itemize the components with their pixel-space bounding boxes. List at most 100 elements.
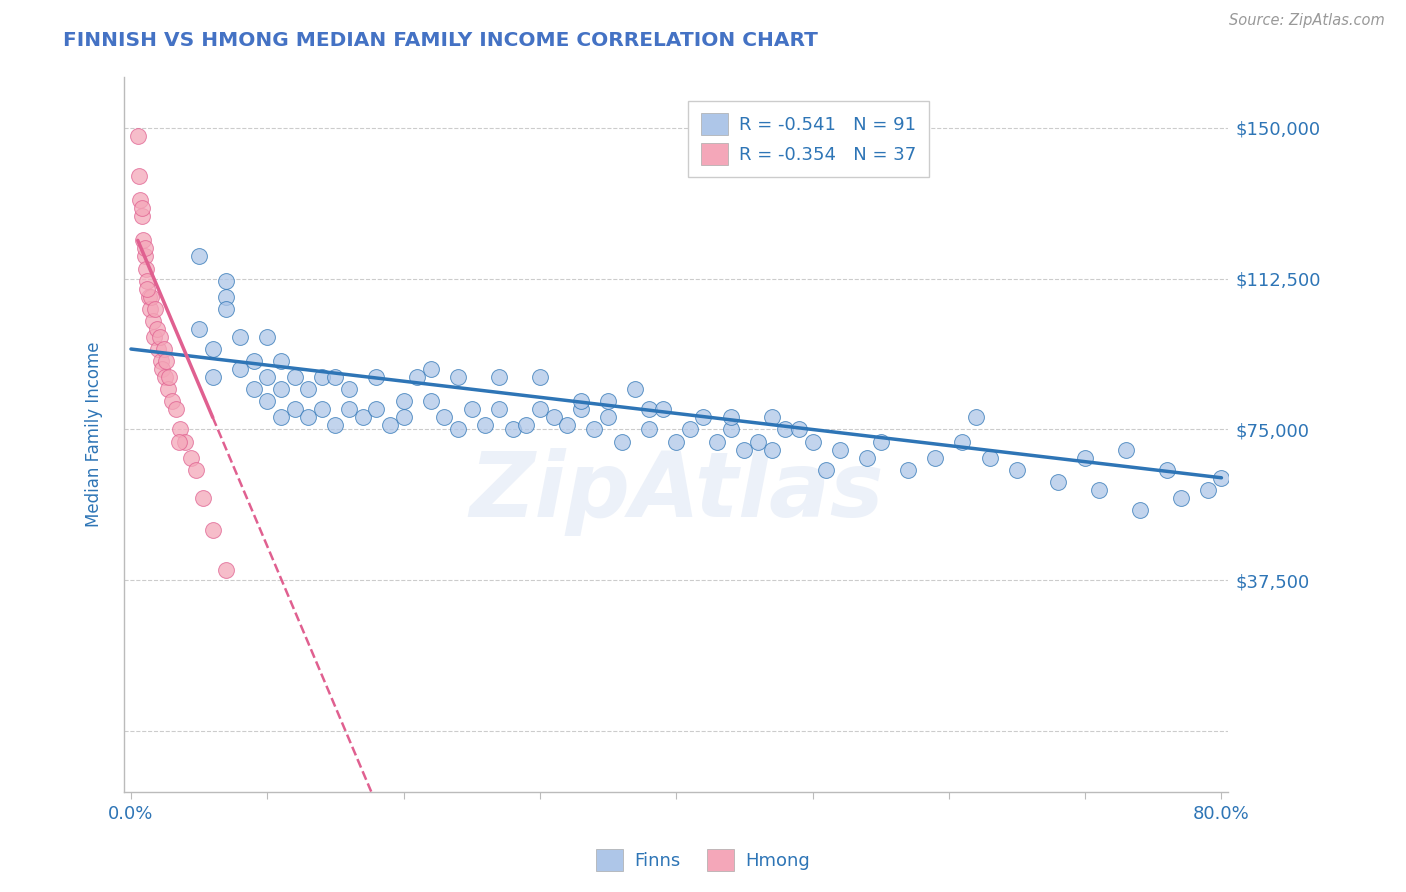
- Point: [378, 418, 401, 433]
- Point: [256, 330, 278, 344]
- Point: [733, 442, 755, 457]
- Point: [201, 523, 224, 537]
- Point: [869, 434, 891, 449]
- Point: [156, 382, 179, 396]
- Point: [136, 274, 159, 288]
- Point: [569, 394, 592, 409]
- Point: [529, 402, 551, 417]
- Point: [651, 402, 673, 417]
- Point: [337, 382, 360, 396]
- Point: [488, 370, 510, 384]
- Point: [150, 362, 173, 376]
- Point: [127, 128, 149, 143]
- Point: [761, 442, 783, 457]
- Point: [337, 402, 360, 417]
- Point: [596, 394, 619, 409]
- Point: [924, 450, 946, 465]
- Legend: R = -0.541   N = 91, R = -0.354   N = 37: R = -0.541 N = 91, R = -0.354 N = 37: [689, 101, 929, 178]
- Point: [720, 410, 742, 425]
- Point: [555, 418, 578, 433]
- Point: [392, 410, 415, 425]
- Point: [180, 450, 202, 465]
- Point: [897, 463, 920, 477]
- Point: [229, 362, 252, 376]
- Point: [256, 394, 278, 409]
- Point: [132, 233, 155, 247]
- Point: [433, 410, 456, 425]
- Point: [135, 261, 157, 276]
- Point: [447, 370, 470, 384]
- Point: [242, 354, 264, 368]
- Point: [720, 422, 742, 436]
- Point: [624, 382, 647, 396]
- Point: [174, 434, 197, 449]
- Point: [311, 402, 333, 417]
- Point: [488, 402, 510, 417]
- Point: [141, 290, 163, 304]
- Point: [155, 354, 177, 368]
- Point: [215, 301, 238, 316]
- Point: [419, 362, 441, 376]
- Point: [515, 418, 537, 433]
- Point: [188, 250, 211, 264]
- Point: [706, 434, 728, 449]
- Point: [131, 201, 153, 215]
- Point: [352, 410, 374, 425]
- Point: [193, 491, 215, 505]
- Point: [1211, 471, 1233, 485]
- Point: [773, 422, 796, 436]
- Point: [406, 370, 429, 384]
- Point: [215, 274, 238, 288]
- Point: [1005, 463, 1028, 477]
- Text: FINNISH VS HMONG MEDIAN FAMILY INCOME CORRELATION CHART: FINNISH VS HMONG MEDIAN FAMILY INCOME CO…: [63, 31, 818, 50]
- Point: [638, 402, 661, 417]
- Point: [610, 434, 633, 449]
- Point: [129, 193, 152, 207]
- Point: [569, 402, 592, 417]
- Point: [1115, 442, 1137, 457]
- Point: [215, 563, 238, 577]
- Point: [143, 330, 166, 344]
- Point: [325, 418, 347, 433]
- Point: [142, 314, 165, 328]
- Point: [815, 463, 838, 477]
- Point: [153, 370, 176, 384]
- Point: [148, 342, 170, 356]
- Point: [201, 342, 224, 356]
- Point: [474, 418, 496, 433]
- Point: [965, 410, 987, 425]
- Point: [366, 402, 388, 417]
- Point: [692, 410, 714, 425]
- Point: [392, 394, 415, 409]
- Point: [543, 410, 565, 425]
- Point: [747, 434, 769, 449]
- Point: [283, 370, 305, 384]
- Point: [270, 382, 292, 396]
- Point: [152, 342, 174, 356]
- Point: [215, 290, 238, 304]
- Point: [149, 354, 172, 368]
- Point: [583, 422, 606, 436]
- Point: [270, 354, 292, 368]
- Point: [201, 370, 224, 384]
- Point: [167, 434, 190, 449]
- Y-axis label: Median Family Income: Median Family Income: [86, 342, 103, 527]
- Point: [596, 410, 619, 425]
- Point: [952, 434, 974, 449]
- Point: [679, 422, 702, 436]
- Point: [787, 422, 810, 436]
- Point: [1087, 483, 1109, 497]
- Point: [146, 322, 169, 336]
- Point: [1197, 483, 1219, 497]
- Point: [665, 434, 688, 449]
- Point: [1129, 503, 1152, 517]
- Point: [856, 450, 879, 465]
- Point: [1156, 463, 1178, 477]
- Point: [139, 301, 162, 316]
- Point: [366, 370, 388, 384]
- Point: [502, 422, 524, 436]
- Point: [761, 410, 783, 425]
- Point: [242, 382, 264, 396]
- Text: Source: ZipAtlas.com: Source: ZipAtlas.com: [1229, 13, 1385, 29]
- Point: [134, 250, 156, 264]
